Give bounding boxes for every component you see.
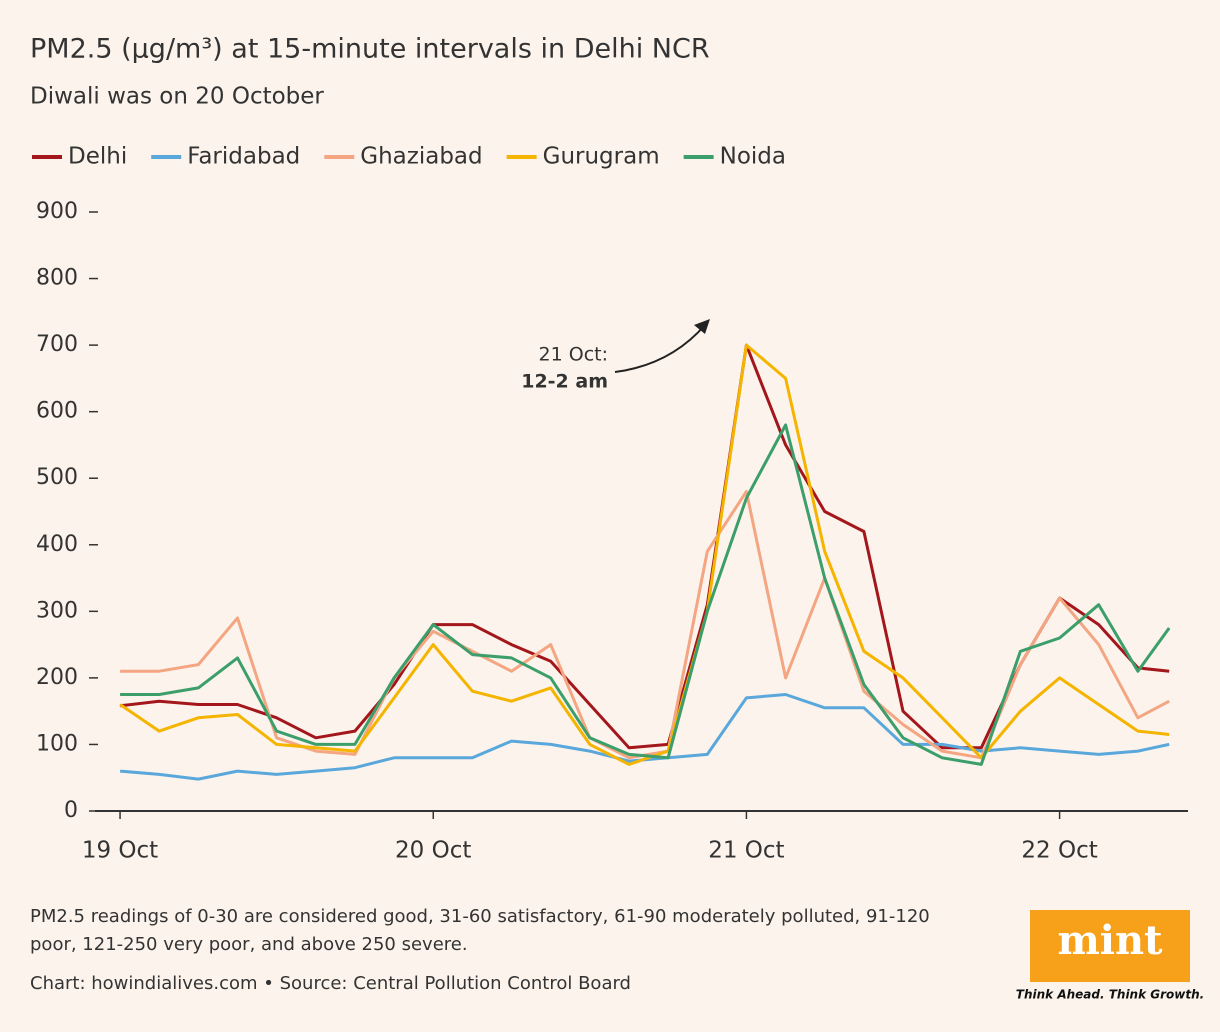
x-tick-label: 22 Oct (1021, 838, 1097, 864)
source: Chart: howindialives.com • Source: Centr… (30, 973, 631, 994)
y-tick-label: 200 (36, 665, 78, 690)
legend-label: Faridabad (187, 144, 300, 170)
legend-label: Noida (720, 144, 786, 170)
x-tick-label: 21 Oct (708, 838, 784, 864)
series-line (119, 343, 1170, 766)
y-tick-label: 0 (64, 798, 78, 823)
y-tick-label: 100 (36, 731, 78, 756)
logo-box (1030, 910, 1190, 982)
chart-subtitle: Diwali was on 20 October (30, 84, 324, 110)
y-tick-label: 800 (36, 266, 78, 291)
note: poor, 121-250 very poor, and above 250 s… (30, 934, 468, 955)
y-tick-label: 700 (36, 332, 78, 357)
series-line (119, 693, 1170, 781)
y-tick-label: 400 (36, 532, 78, 557)
y-tick-label: 900 (36, 199, 78, 224)
arrow-head (694, 319, 710, 334)
annotation-arrow (614, 324, 706, 373)
chart-title: PM2.5 (µg/m³) at 15-minute intervals in … (30, 34, 710, 65)
logo: mint (1057, 917, 1163, 964)
x-tick-label: 19 Oct (82, 838, 158, 864)
annotation: 12-2 am (521, 371, 608, 393)
legend-label: Delhi (68, 144, 127, 170)
series-line (120, 423, 1171, 766)
legend-label: Ghaziabad (360, 144, 482, 170)
y-tick-label: 600 (36, 399, 78, 424)
y-tick-label: 300 (36, 598, 78, 623)
y-tick-label: 500 (36, 465, 78, 490)
logo-tagline: Think Ahead. Think Growth. (1016, 988, 1204, 1002)
annotation: 21 Oct: (539, 344, 608, 366)
x-tick-label: 20 Oct (395, 838, 471, 864)
note: PM2.5 readings of 0-30 are considered go… (30, 906, 930, 927)
legend-label: Gurugram (543, 144, 660, 170)
